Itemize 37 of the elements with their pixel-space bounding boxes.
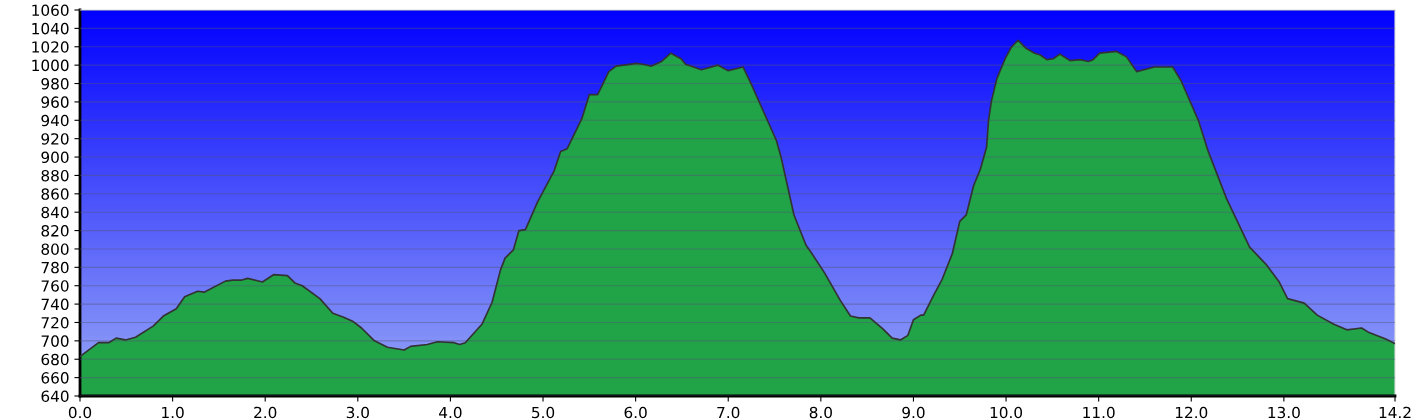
x-tick-label: 4.0 [439,406,462,419]
y-tick-label: 820 [41,225,69,237]
y-tick-label: 760 [41,280,69,292]
y-tick-label: 980 [41,77,69,90]
x-tick-label: 9.0 [902,406,925,419]
x-tick-label: 13.0 [1268,406,1300,419]
x-tick-label: 12.0 [1175,406,1208,419]
x-tick-label: 5.0 [532,406,555,419]
y-tick-label: 640 [41,390,69,403]
x-tick-label: 11.0 [1083,406,1115,419]
y-tick-label: 1040 [32,22,69,35]
y-tick-label: 740 [41,298,69,311]
y-tick-label: 960 [41,96,69,108]
y-tick-label: 700 [41,335,69,347]
x-tick-label: 0.0 [68,406,92,419]
y-tick-label: 1060 [32,4,69,17]
y-tick-label: 720 [41,316,69,329]
y-tick-label: 780 [41,261,69,274]
y-tick-label: 880 [41,169,69,182]
x-tick-label: 10.0 [990,406,1023,419]
y-tick-label: 940 [41,114,69,127]
y-tick-label: 900 [41,151,69,164]
y-tick-label: 1020 [32,41,69,53]
x-tick-label: 14.2 [1379,406,1411,419]
x-tick-label: 8.0 [809,406,832,419]
y-tick-label: 660 [41,372,69,384]
y-tick-label: 920 [41,133,69,145]
y-tick-label: 860 [41,188,69,200]
y-tick-label: 840 [41,206,69,219]
x-tick-label: 7.0 [717,406,740,419]
x-tick-label: 6.0 [624,406,647,419]
y-tick-label: 800 [41,243,69,255]
y-tick-label: 1000 [32,59,69,72]
x-tick-label: 1.0 [162,406,184,419]
y-tick-label: 680 [41,353,69,366]
x-tick-label: 3.0 [346,406,369,419]
x-tick-label: 2.0 [254,406,277,419]
